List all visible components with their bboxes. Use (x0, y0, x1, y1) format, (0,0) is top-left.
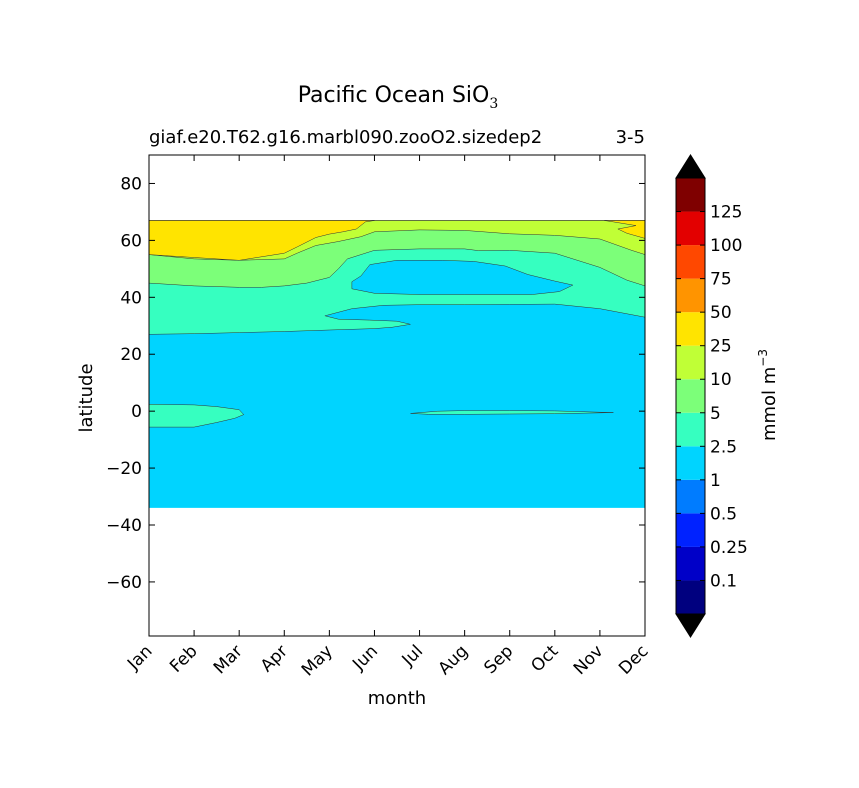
colorbar-tick-label: 2.5 (710, 437, 737, 457)
colorbar-segment (676, 245, 705, 279)
colorbar-tick-label: 100 (710, 236, 742, 256)
colorbar-segment (676, 479, 705, 514)
colorbar-tick-label: 125 (710, 203, 742, 223)
colorbar-tick-label: 0.25 (710, 538, 748, 558)
colorbar: 0.1 0.25 0.5 1 2.5 5 10 25 50 75 100 125 (675, 154, 748, 638)
plot-frame (148, 154, 646, 637)
colorbar-tick-label: 75 (710, 270, 732, 290)
x-tick-label: Sep (480, 641, 517, 678)
colorbar-extend-min (675, 613, 706, 638)
x-axis-label: month (368, 688, 426, 709)
chart-subtitle-left: giaf.e20.T62.g16.marbl090.zooO2.sizedep2 (149, 127, 542, 148)
x-tick-label: May (298, 641, 337, 680)
y-tick-label: 40 (120, 288, 142, 308)
colorbar-segment (676, 312, 705, 346)
y-tick-label: −20 (106, 459, 142, 479)
y-tick-label: 80 (120, 174, 142, 194)
colorbar-tick-label: 1 (710, 471, 721, 491)
colorbar-segment (676, 446, 705, 480)
x-tick-label: Mar (210, 641, 247, 678)
y-tick-label: 20 (120, 345, 142, 365)
heatmap-region-2.5-5 (410, 410, 614, 415)
x-tick-label: Dec (615, 641, 652, 678)
colorbar-segment (676, 178, 705, 212)
y-axis: 80 60 40 20 0 −20 −40 −60 (106, 174, 645, 593)
colorbar-tick-label: 25 (710, 337, 732, 357)
colorbar-label: mmol m−3 (756, 349, 780, 441)
x-tick-label: Aug (435, 641, 473, 679)
x-tick-label: Jul (398, 641, 427, 670)
colorbar-tick-label: 50 (710, 303, 732, 323)
heatmap-region-1-2.5 (351, 260, 574, 295)
y-tick-label: 60 (120, 231, 142, 251)
colorbar-tick-label: 5 (710, 404, 721, 424)
x-tick-label: Feb (166, 641, 201, 676)
colorbar-segment (676, 513, 705, 547)
colorbar-segment (676, 412, 705, 447)
y-axis-label: latitude (76, 363, 97, 432)
colorbar-segment (676, 278, 705, 313)
chart-subtitle-right: 3-5 (616, 127, 645, 148)
x-tick-label: Apr (257, 641, 292, 676)
x-tick-label: Oct (527, 641, 562, 676)
heatmap-regions (149, 220, 645, 508)
y-tick-label: −40 (106, 516, 142, 536)
colorbar-segment (676, 546, 705, 581)
heatmap-region-2.5-5 (149, 404, 245, 428)
x-tick-label: Jun (348, 641, 382, 675)
colorbar-tick-label: 10 (710, 370, 732, 390)
y-tick-label: −60 (106, 573, 142, 593)
colorbar-segment (676, 379, 705, 413)
colorbar-extend-max (675, 154, 706, 179)
y-tick-label: 0 (131, 402, 142, 422)
colorbar-segment (676, 345, 705, 380)
colorbar-segment (676, 211, 705, 246)
colorbar-frame (675, 177, 706, 615)
colorbar-segment (676, 580, 705, 614)
chart-title: Pacific Ocean SiO3 (298, 83, 499, 112)
heatmap-region-25-50 (604, 220, 645, 239)
x-tick-label: Nov (570, 641, 608, 679)
heatmap-region-25-50 (149, 220, 375, 261)
colorbar-tick-label: 0.5 (710, 504, 737, 524)
colorbar-tick-label: 0.1 (710, 572, 737, 592)
x-tick-label: Jan (123, 641, 156, 674)
